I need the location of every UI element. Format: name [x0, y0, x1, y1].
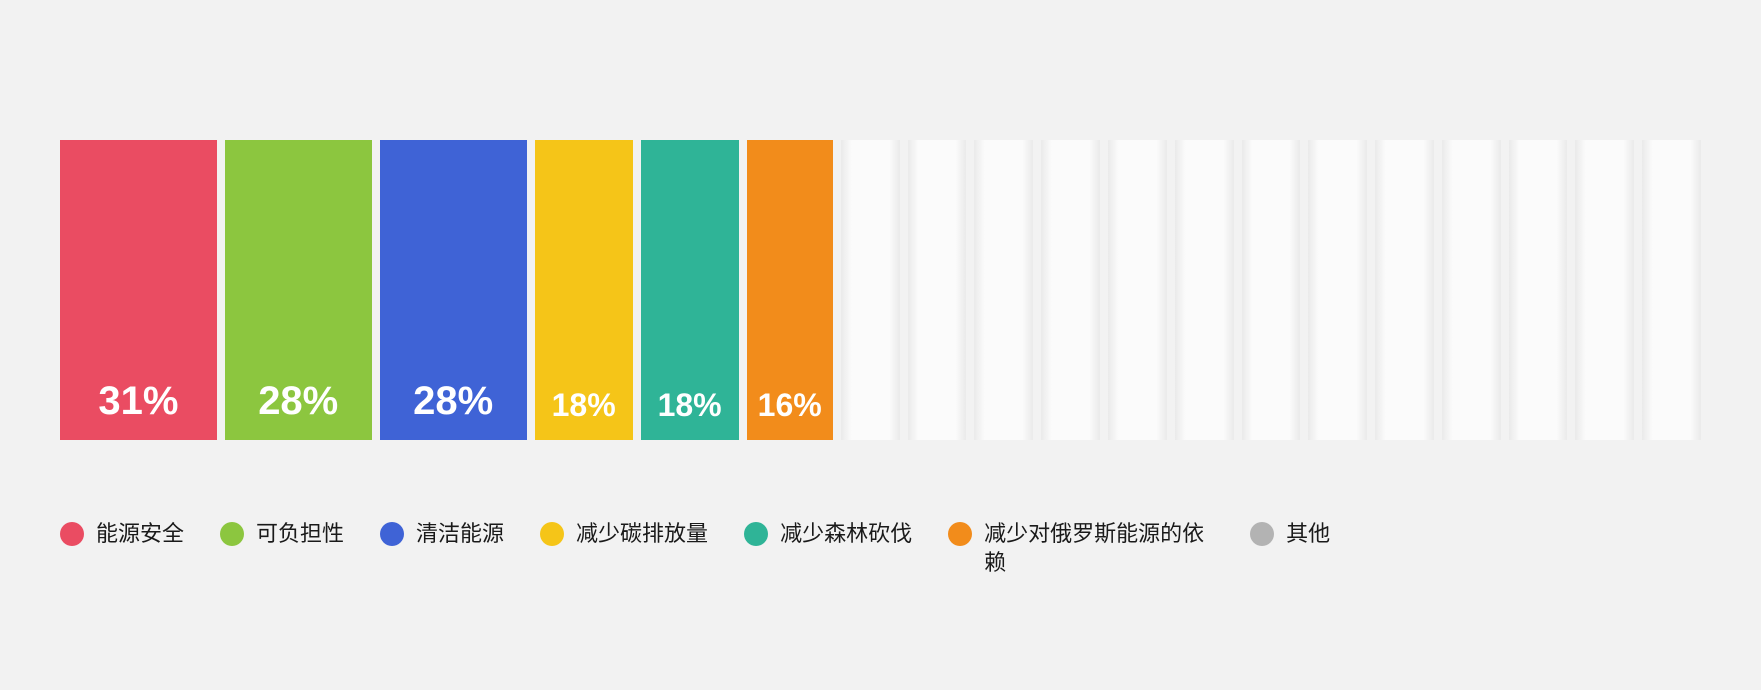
legend: 能源安全 可负担性 清洁能源 减少碳排放量 减少森林砍伐 减少对俄罗斯能源的依赖 其他: [60, 520, 1701, 577]
legend-dot-icon: [1250, 522, 1274, 546]
bar-1: 28%: [225, 140, 372, 440]
bar-value: 18%: [658, 387, 722, 424]
placeholder-bar: [1375, 140, 1434, 440]
legend-label: 减少碳排放量: [576, 520, 708, 549]
legend-label: 可负担性: [256, 520, 344, 549]
legend-label: 清洁能源: [416, 520, 504, 549]
legend-dot-icon: [948, 522, 972, 546]
legend-dot-icon: [220, 522, 244, 546]
placeholder-bar: [1575, 140, 1634, 440]
bar-chart: 31% 28% 28% 18% 18% 16%: [60, 140, 1701, 440]
bar-2: 28%: [380, 140, 527, 440]
placeholder-bar: [841, 140, 900, 440]
placeholder-bar: [1509, 140, 1568, 440]
bar-4: 18%: [641, 140, 739, 440]
bar-value: 28%: [258, 379, 338, 424]
legend-item: 可负担性: [220, 520, 344, 549]
legend-label: 能源安全: [96, 520, 184, 549]
placeholder-bar: [1308, 140, 1367, 440]
bar-value: 16%: [758, 387, 822, 424]
placeholder-bar: [1442, 140, 1501, 440]
bar-value: 31%: [98, 379, 178, 424]
chart-canvas: 31% 28% 28% 18% 18% 16% 能源安全 可负担性 清洁能源 减少碳排放量 减少森…: [0, 0, 1761, 690]
legend-dot-icon: [380, 522, 404, 546]
placeholder-bar: [908, 140, 967, 440]
legend-label: 减少对俄罗斯能源的依赖: [984, 520, 1214, 577]
bar-5: 16%: [747, 140, 833, 440]
bar-0: 31%: [60, 140, 217, 440]
legend-item: 能源安全: [60, 520, 184, 549]
placeholder-bar: [1175, 140, 1234, 440]
legend-label: 减少森林砍伐: [780, 520, 912, 549]
legend-dot-icon: [540, 522, 564, 546]
placeholder-bar: [1108, 140, 1167, 440]
bar-value: 18%: [552, 387, 616, 424]
legend-item: 减少碳排放量: [540, 520, 708, 549]
placeholder-bar: [1242, 140, 1301, 440]
placeholder-bar: [1642, 140, 1701, 440]
placeholder-bar: [1041, 140, 1100, 440]
legend-dot-icon: [744, 522, 768, 546]
bar-value: 28%: [413, 379, 493, 424]
legend-label: 其他: [1286, 520, 1330, 549]
placeholder-bar: [974, 140, 1033, 440]
legend-item: 减少森林砍伐: [744, 520, 912, 549]
legend-item: 清洁能源: [380, 520, 504, 549]
legend-item: 减少对俄罗斯能源的依赖: [948, 520, 1214, 577]
legend-item: 其他: [1250, 520, 1330, 549]
bar-3: 18%: [535, 140, 633, 440]
legend-dot-icon: [60, 522, 84, 546]
